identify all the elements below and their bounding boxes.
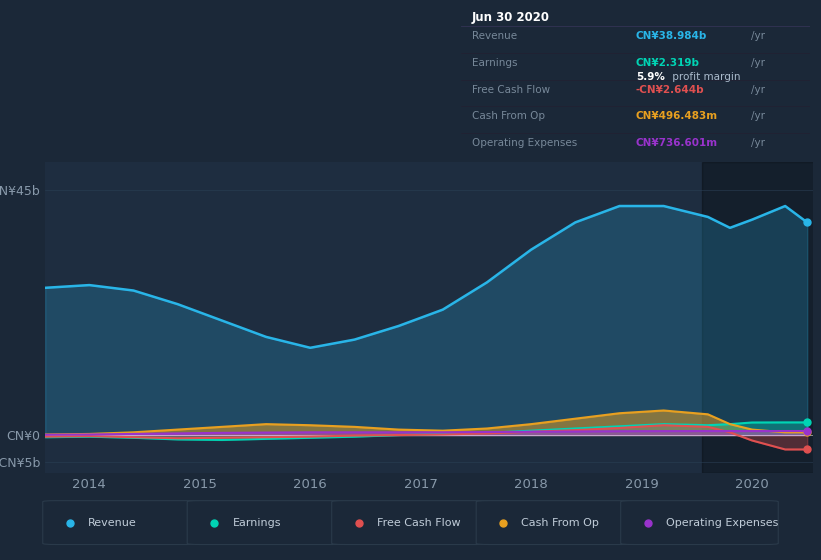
Text: Free Cash Flow: Free Cash Flow [472, 85, 550, 95]
Text: Jun 30 2020: Jun 30 2020 [472, 11, 550, 24]
Text: profit margin: profit margin [669, 72, 741, 82]
Text: Operating Expenses: Operating Expenses [666, 517, 778, 528]
Text: CN¥38.984b: CN¥38.984b [636, 31, 707, 41]
Bar [702, 162, 819, 473]
FancyBboxPatch shape [332, 501, 489, 544]
Text: CN¥496.483m: CN¥496.483m [636, 111, 718, 122]
Text: -CN¥2.644b: -CN¥2.644b [636, 85, 704, 95]
Text: Cash From Op: Cash From Op [472, 111, 545, 122]
Text: Revenue: Revenue [88, 517, 136, 528]
Text: Operating Expenses: Operating Expenses [472, 138, 577, 148]
Text: Earnings: Earnings [232, 517, 281, 528]
FancyBboxPatch shape [476, 501, 634, 544]
Text: /yr: /yr [751, 31, 765, 41]
Text: 5.9%: 5.9% [636, 72, 665, 82]
Text: Cash From Op: Cash From Op [521, 517, 599, 528]
Text: CN¥736.601m: CN¥736.601m [636, 138, 718, 148]
Text: CN¥2.319b: CN¥2.319b [636, 58, 699, 68]
Text: Revenue: Revenue [472, 31, 517, 41]
Text: Free Cash Flow: Free Cash Flow [377, 517, 461, 528]
Text: /yr: /yr [751, 111, 765, 122]
Text: /yr: /yr [751, 138, 765, 148]
FancyBboxPatch shape [187, 501, 345, 544]
Text: Earnings: Earnings [472, 58, 517, 68]
Text: /yr: /yr [751, 58, 765, 68]
FancyBboxPatch shape [43, 501, 200, 544]
FancyBboxPatch shape [621, 501, 778, 544]
Text: /yr: /yr [751, 85, 765, 95]
